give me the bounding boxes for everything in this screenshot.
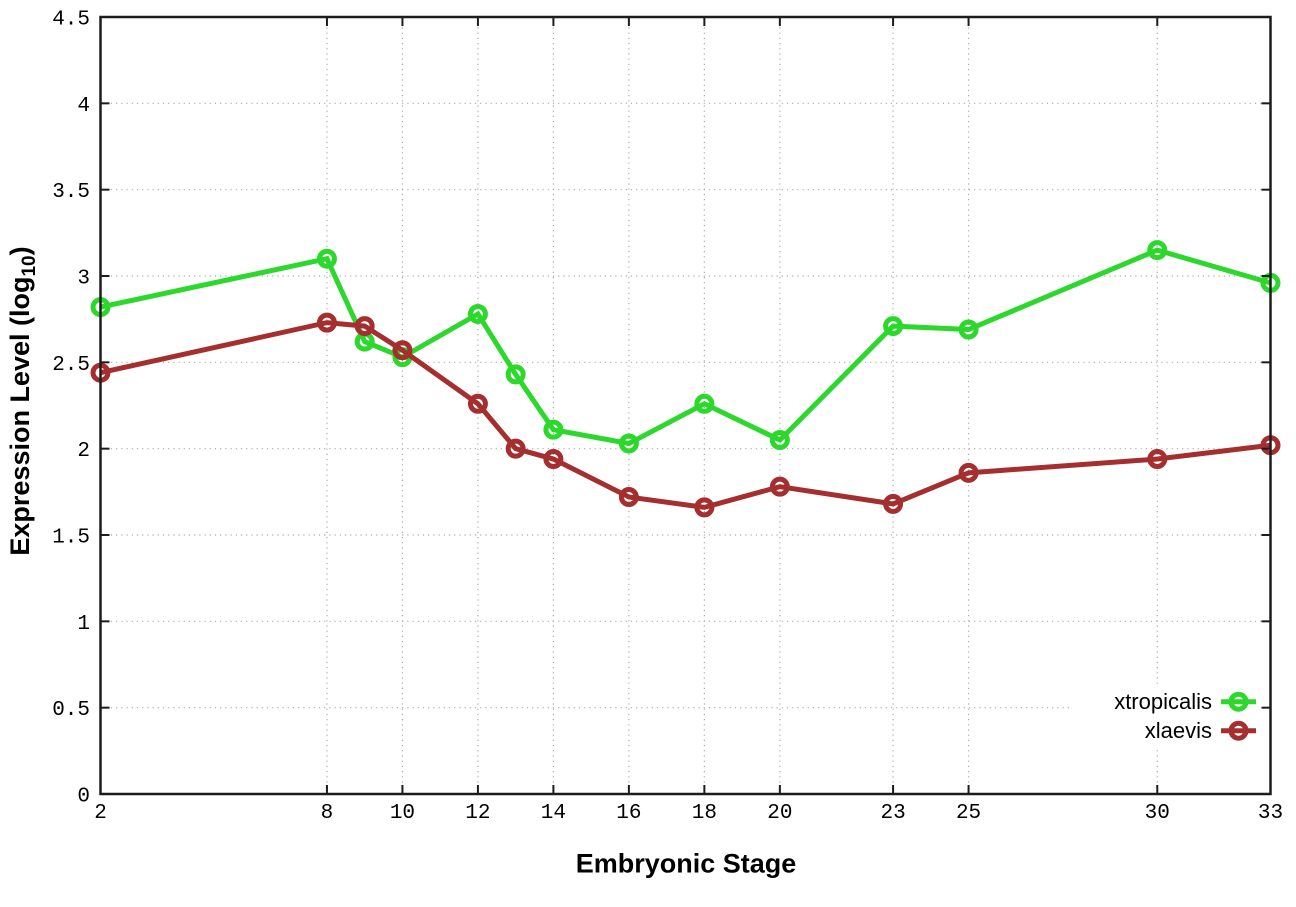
data-point-marker-xlaevis bbox=[883, 493, 904, 514]
x-tick-label: 33 bbox=[1258, 802, 1283, 825]
data-point-marker-xlaevis bbox=[543, 449, 564, 470]
y-tick-label: 1 bbox=[77, 613, 90, 636]
data-point-marker-xlaevis bbox=[505, 438, 526, 459]
legend-marker-icon bbox=[1228, 720, 1249, 741]
series-line-xtropicalis bbox=[99, 247, 1272, 447]
x-axis-title: Embryonic Stage bbox=[575, 848, 797, 879]
data-point-marker-xlaevis bbox=[958, 462, 979, 483]
y-tick-label: 0 bbox=[77, 786, 90, 809]
axis-ticks bbox=[99, 16, 1272, 795]
data-point-marker-xtropicalis bbox=[769, 430, 790, 451]
data-point-marker-xtropicalis bbox=[1147, 240, 1168, 261]
data-point-marker-xlaevis bbox=[769, 476, 790, 497]
y-axis-title-prefix: Expression Level (log bbox=[5, 276, 35, 556]
data-point-marker-xlaevis bbox=[618, 487, 639, 508]
series-xtropicalis bbox=[90, 240, 1281, 454]
data-point-marker-xlaevis bbox=[467, 393, 488, 414]
x-tick-label: 16 bbox=[616, 802, 641, 825]
x-tick-label: 8 bbox=[321, 802, 334, 825]
legend-label: xlaevis bbox=[1145, 718, 1212, 743]
y-tick-label: 4.5 bbox=[52, 9, 90, 32]
data-point-marker-xtropicalis bbox=[618, 433, 639, 454]
data-point-marker-xtropicalis bbox=[316, 248, 337, 269]
x-tick-label: 18 bbox=[692, 802, 717, 825]
y-tick-label: 3.5 bbox=[52, 181, 90, 204]
gridlines bbox=[99, 16, 1272, 795]
y-tick-label: 2.5 bbox=[52, 354, 90, 377]
data-point-marker-xtropicalis bbox=[694, 393, 715, 414]
legend-marker-icon bbox=[1228, 691, 1249, 712]
data-point-marker-xlaevis bbox=[316, 312, 337, 333]
y-tick-label: 3 bbox=[77, 268, 90, 291]
y-tick-label: 0.5 bbox=[52, 699, 90, 722]
x-tick-label: 10 bbox=[390, 802, 415, 825]
y-axis-title: Expression Level (log10) bbox=[5, 246, 41, 555]
x-tick-label: 25 bbox=[956, 802, 981, 825]
data-point-marker-xtropicalis bbox=[467, 303, 488, 324]
data-point-marker-xlaevis bbox=[354, 316, 375, 337]
x-tick-label: 2 bbox=[94, 802, 107, 825]
y-tick-label: 1.5 bbox=[52, 527, 90, 550]
legend-label: xtropicalis bbox=[1114, 689, 1212, 714]
x-tick-label: 12 bbox=[465, 802, 490, 825]
plot-border bbox=[99, 15, 1272, 796]
data-point-marker-xlaevis bbox=[1147, 449, 1168, 470]
legend-entry-xtropicalis: xtropicalis bbox=[1114, 689, 1256, 714]
x-tick-label: 14 bbox=[541, 802, 566, 825]
x-tick-label: 20 bbox=[767, 802, 792, 825]
data-point-marker-xtropicalis bbox=[958, 319, 979, 340]
x-tick-label: 30 bbox=[1145, 802, 1170, 825]
y-tick-label: 4 bbox=[77, 95, 90, 118]
data-point-marker-xtropicalis bbox=[505, 364, 526, 385]
x-tick-labels: 2 8 10 12 14 16 18 20 23 25 30 33 bbox=[94, 802, 1283, 825]
y-tick-labels: 0 0.5 1 1.5 2 2.5 3 3.5 4 4.5 bbox=[52, 9, 90, 809]
y-axis-title-subscript: 10 bbox=[19, 255, 40, 277]
legend-entry-xlaevis: xlaevis bbox=[1145, 718, 1256, 743]
data-point-marker-xtropicalis bbox=[883, 316, 904, 337]
y-axis-title-suffix: ) bbox=[5, 246, 35, 256]
data-point-marker-xlaevis bbox=[392, 340, 413, 361]
x-tick-label: 23 bbox=[880, 802, 905, 825]
legend: xtropicalis xlaevis bbox=[1114, 689, 1256, 743]
data-point-marker-xlaevis bbox=[694, 497, 715, 518]
y-tick-label: 2 bbox=[77, 440, 90, 463]
data-point-marker-xtropicalis bbox=[543, 419, 564, 440]
